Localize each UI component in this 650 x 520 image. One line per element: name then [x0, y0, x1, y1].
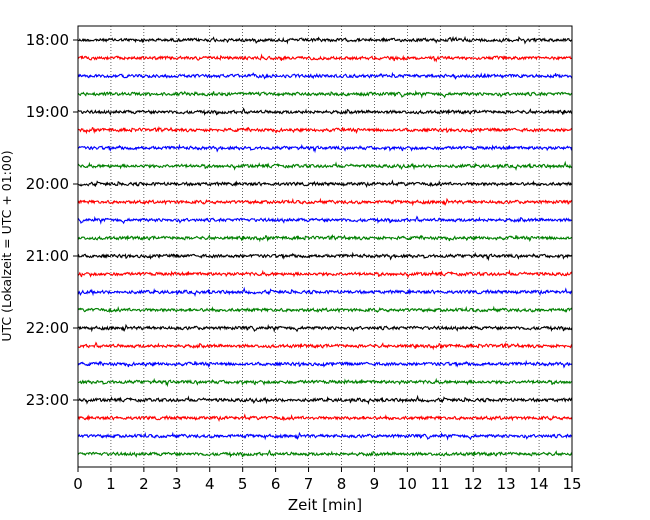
x-tick-label: 12 [464, 475, 483, 493]
x-tick-label: 9 [370, 475, 380, 493]
seismic-trace [77, 215, 573, 225]
x-tick-label: 15 [562, 475, 581, 493]
seismic-trace [77, 359, 573, 369]
plot-frame [77, 25, 573, 468]
seismic-trace [77, 251, 573, 262]
seismic-trace [77, 394, 573, 406]
x-tick-label: 11 [431, 475, 450, 493]
x-tick-label: 0 [73, 475, 83, 493]
y-tick-label: 21:00 [26, 247, 69, 265]
y-tick-label: 19:00 [26, 103, 69, 121]
x-tick-label: 5 [238, 475, 248, 493]
seismic-trace [77, 413, 573, 422]
seismic-traces [77, 35, 573, 459]
y-axis-ticks: 18:00 19:00 20:00 21:00 22:00 23:00 [26, 31, 78, 409]
seismic-trace [77, 197, 573, 207]
seismic-trace [77, 179, 572, 188]
seismic-trace [77, 323, 573, 333]
y-axis-label: UTC (Lokalzeit = UTC + 01:00) [0, 150, 14, 341]
x-tick-label: 7 [304, 475, 314, 493]
seismic-trace [77, 377, 573, 388]
seismic-trace [77, 449, 573, 459]
seismic-trace [77, 71, 573, 80]
seismic-trace [77, 286, 573, 298]
x-tick-label: 1 [106, 475, 116, 493]
seismic-trace [77, 53, 573, 63]
x-axis-ticks: 0 1 2 3 4 5 6 7 8 9 10 11 12 13 14 15 [73, 467, 582, 493]
seismic-trace [77, 305, 573, 314]
x-tick-label: 4 [205, 475, 215, 493]
x-tick-label: 13 [497, 475, 516, 493]
seismic-trace [77, 125, 572, 135]
seismic-trace [77, 233, 572, 243]
x-tick-label: 6 [271, 475, 281, 493]
seismic-trace [77, 431, 573, 441]
x-axis-label: Zeit [min] [288, 496, 362, 514]
y-tick-label: 18:00 [26, 31, 69, 49]
seismic-trace [77, 269, 573, 279]
x-tick-label: 14 [530, 475, 549, 493]
y-tick-label: 22:00 [26, 319, 69, 337]
x-tick-label: 3 [172, 475, 182, 493]
seismic-trace [77, 160, 573, 172]
seismic-trace [77, 341, 573, 351]
x-tick-label: 2 [139, 475, 149, 493]
seismic-trace [77, 143, 573, 154]
seismic-trace [77, 89, 573, 99]
y-tick-label: 20:00 [26, 175, 69, 193]
seismic-trace [77, 107, 573, 117]
y-tick-label: 23:00 [26, 391, 69, 409]
x-tick-label: 8 [337, 475, 347, 493]
seismic-trace [77, 35, 573, 45]
x-tick-label: 10 [398, 475, 417, 493]
